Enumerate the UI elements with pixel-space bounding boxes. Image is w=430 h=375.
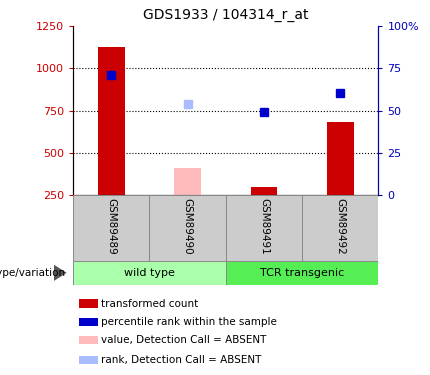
Bar [226,195,302,261]
Text: transformed count: transformed count [101,298,198,309]
Text: wild type: wild type [124,268,175,278]
Text: rank, Detection Call = ABSENT: rank, Detection Call = ABSENT [101,355,261,365]
Bar [73,261,226,285]
Bar [73,195,150,261]
Polygon shape [54,265,67,281]
Bar [79,300,98,308]
Bar [302,195,378,261]
Bar [251,187,277,195]
Text: TCR transgenic: TCR transgenic [260,268,344,278]
Text: GSM89489: GSM89489 [106,198,116,255]
Title: GDS1933 / 104314_r_at: GDS1933 / 104314_r_at [143,9,308,22]
Bar [98,46,125,195]
Text: GSM89492: GSM89492 [335,198,345,255]
Bar [174,168,201,195]
Text: GSM89490: GSM89490 [183,198,193,255]
Bar [79,318,98,326]
Bar [79,356,98,364]
Bar [226,261,378,285]
Bar [150,195,226,261]
Text: value, Detection Call = ABSENT: value, Detection Call = ABSENT [101,335,266,345]
Text: genotype/variation: genotype/variation [0,268,69,278]
Text: percentile rank within the sample: percentile rank within the sample [101,317,276,327]
Bar [327,122,353,195]
Bar [79,336,98,344]
Text: GSM89491: GSM89491 [259,198,269,255]
